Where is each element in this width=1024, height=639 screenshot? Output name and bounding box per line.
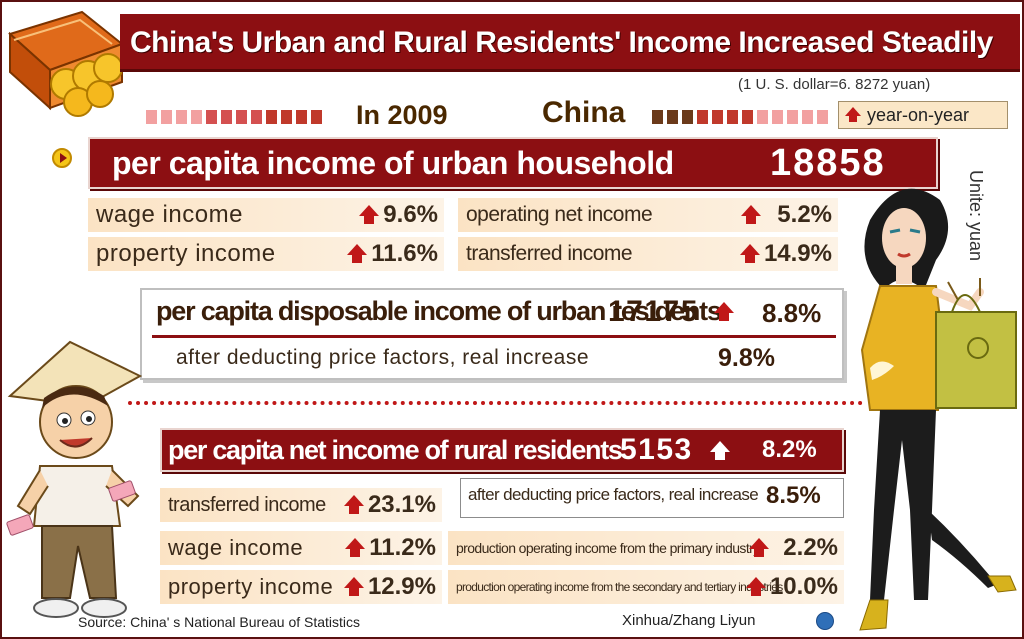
rural-real-label: after deducting price factors, real incr… [468, 485, 759, 504]
item-label: wage income [168, 535, 304, 560]
item-pct: 12.9% [343, 573, 436, 601]
farmer-illustration [6, 340, 143, 618]
disposable-real-label: after deducting price factors, real incr… [176, 346, 590, 369]
item-pct: 10.0% [745, 573, 838, 601]
legend-label: year-on-year [867, 104, 970, 125]
urban-transferred-income: transferred income 14.9% [458, 237, 838, 271]
up-arrow-icon [739, 244, 760, 264]
urban-income-value: 18858 [770, 142, 886, 184]
up-arrow-icon [347, 244, 368, 264]
rural-primary-industry-income: production operating income from the pri… [448, 531, 844, 565]
up-arrow-icon [710, 441, 730, 466]
wallet-coins-icon [8, 10, 125, 117]
up-arrow-icon [714, 302, 734, 327]
rural-secondary-tertiary-income: production operating income from the sec… [448, 570, 844, 604]
urban-property-income: property income 11.6% [88, 237, 444, 271]
rural-property-income: property income 12.9% [160, 570, 442, 604]
unit-label: Unite: yuan [966, 170, 986, 262]
play-bullet-icon [52, 148, 72, 168]
legend-year-on-year: year-on-year [838, 101, 1008, 129]
decorative-squares-left [146, 110, 322, 124]
disposable-income-label: per capita disposable income of urban re… [156, 296, 722, 326]
up-arrow-icon [845, 107, 861, 123]
rural-income-pct: 8.2% [762, 436, 817, 463]
item-label: production operating income from the sec… [456, 580, 783, 594]
page-title: China's Urban and Rural Residents' Incom… [130, 26, 993, 59]
rural-income-value: 5153 [620, 433, 693, 466]
source-note: Source: China' s National Bureau of Stat… [78, 614, 361, 630]
up-arrow-icon [359, 205, 380, 225]
item-pct: 9.6% [359, 201, 438, 229]
rural-wage-income: wage income 11.2% [160, 531, 442, 565]
urban-income-label: per capita income of urban household [112, 145, 674, 181]
item-pct: 11.2% [345, 534, 436, 562]
credit-note: Xinhua/Zhang Liyun [622, 612, 756, 629]
disposable-income-pct: 8.8% [762, 298, 822, 328]
year-label: In 2009 [356, 100, 448, 130]
up-arrow-icon [741, 205, 762, 225]
divider [152, 335, 836, 338]
item-label: property income [168, 574, 334, 599]
item-label: property income [96, 240, 276, 267]
woman-shopper-illustration [859, 188, 1017, 631]
up-arrow-icon [343, 495, 364, 515]
item-label: transferred income [466, 242, 633, 265]
xinhua-logo-icon [816, 612, 834, 630]
up-arrow-icon [343, 577, 364, 597]
item-pct: 11.6% [347, 240, 438, 268]
decorative-squares-right [652, 110, 828, 124]
exchange-rate-note: (1 U. S. dollar=6. 8272 yuan) [738, 76, 931, 93]
disposable-real-pct: 9.8% [718, 344, 775, 372]
rural-real-pct: 8.5% [766, 482, 821, 509]
rural-real-box [460, 478, 844, 518]
rural-income-banner [160, 428, 844, 472]
item-label: production operating income from the pri… [456, 540, 760, 556]
section-divider [128, 401, 863, 405]
item-label: operating net income [466, 203, 653, 226]
item-pct: 23.1% [343, 491, 436, 519]
disposable-income-value: 17175 [608, 295, 699, 328]
urban-operating-income: operating net income 5.2% [458, 198, 838, 232]
up-arrow-icon [745, 577, 766, 597]
urban-wage-income: wage income 9.6% [88, 198, 444, 232]
country-label: China [542, 96, 626, 129]
urban-income-banner [88, 137, 938, 189]
item-pct: 14.9% [739, 240, 832, 268]
up-arrow-icon [749, 538, 770, 558]
rural-transferred-income: transferred income 23.1% [160, 488, 442, 522]
item-label: wage income [96, 201, 243, 228]
title-banner [120, 14, 1020, 72]
item-pct: 2.2% [749, 534, 838, 562]
rural-income-label: per capita net income of rural residents [168, 435, 623, 465]
item-label: transferred income [168, 493, 326, 516]
item-pct: 5.2% [741, 201, 832, 229]
up-arrow-icon [345, 538, 366, 558]
